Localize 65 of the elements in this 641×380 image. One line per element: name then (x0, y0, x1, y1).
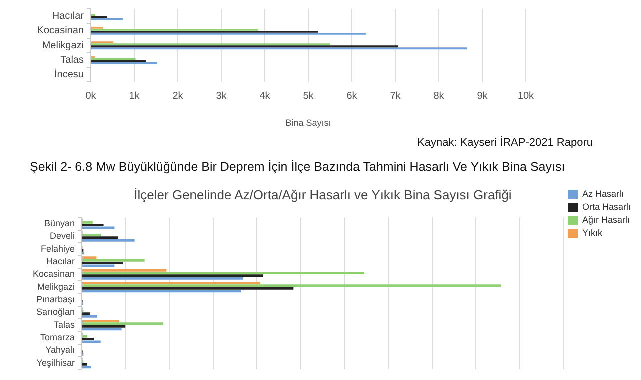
x-tick-label: 8k (434, 90, 446, 102)
y-tick-label: Kocasinan (37, 26, 84, 37)
bar (82, 277, 244, 280)
y-tick-label: Bünyan (44, 218, 75, 228)
x-tick-label: 6k (346, 90, 358, 102)
x-axis-title: Bina Sayısı (286, 118, 332, 128)
y-tick-label: Melikgazi (42, 40, 84, 52)
x-tick-label: 5k (303, 90, 315, 102)
bar (82, 221, 93, 224)
y-tick-label: Yeşilhisar (36, 358, 75, 368)
bar (82, 363, 88, 366)
bar (82, 335, 88, 338)
y-tick-label: Talas (54, 320, 76, 330)
bar (82, 274, 264, 278)
legend-label: Yıkık (582, 228, 603, 238)
bar (82, 272, 364, 275)
y-tick-label: Talas (60, 54, 84, 66)
bar (82, 234, 102, 237)
bar (82, 287, 294, 290)
y-tick-label: Felahiye (40, 244, 75, 254)
bar (82, 269, 167, 272)
bar (82, 256, 97, 260)
text: Kaynak: Kayseri İRAP-2021 Raporu (418, 137, 593, 149)
bar (82, 259, 145, 262)
x-tick-label: 2k (172, 90, 184, 102)
bar (82, 320, 120, 323)
x-tick-label: 7k (390, 90, 402, 102)
bar (82, 325, 126, 328)
legend-label: Ağır Hasarlı (582, 214, 630, 225)
legend-label: Orta Hasarlı (582, 202, 632, 212)
x-tick-label: 4k (260, 90, 272, 102)
legend-label: Az Hasarlı (582, 188, 624, 199)
y-tick-label: Hacılar (46, 256, 75, 266)
bar (82, 322, 164, 326)
y-tick-label: Hacılar (52, 11, 85, 22)
chart-subtitle: İlçeler Genelinde Az/Orta/Ağır Hasarlı ve Yıkık Bina Sayısı Grafiği (134, 187, 512, 202)
y-tick-label: Tomarza (40, 332, 75, 342)
bar (82, 284, 502, 288)
bar (82, 366, 92, 369)
x-tick-label: 10k (518, 90, 536, 102)
bar (82, 312, 90, 316)
chart-title: Şekil 2- 6.8 Mw Büyüklüğünde Bir Deprem İçin İlçe Bazında Tahmini Hasarlı Ve Yıkık Bina Sayısı (30, 160, 566, 174)
y-tick-label: Melikgazi (37, 282, 75, 292)
y-tick-label: Sarıoğlan (36, 307, 75, 318)
x-tick-label: 0k (86, 90, 98, 102)
bar (82, 239, 135, 242)
bar (82, 262, 124, 265)
bar (82, 340, 101, 344)
bar (82, 224, 104, 227)
bar (82, 226, 115, 230)
y-tick-label: Develi (50, 231, 75, 242)
x-tick-label: 3k (216, 90, 228, 102)
x-tick-label: 1k (129, 90, 141, 102)
x-tick-label: 9k (477, 90, 489, 102)
y-tick-label: Pınarbaşı (36, 294, 75, 304)
bar (82, 315, 98, 318)
bar (82, 236, 118, 240)
bar (82, 290, 242, 293)
bar (82, 264, 115, 268)
bar (82, 338, 94, 341)
bar (82, 328, 122, 331)
bar (82, 282, 260, 285)
y-tick-label: Kocasinan (32, 269, 75, 280)
y-tick-label: İncesu (54, 68, 84, 81)
y-tick-label: Yahyalı (46, 345, 75, 356)
